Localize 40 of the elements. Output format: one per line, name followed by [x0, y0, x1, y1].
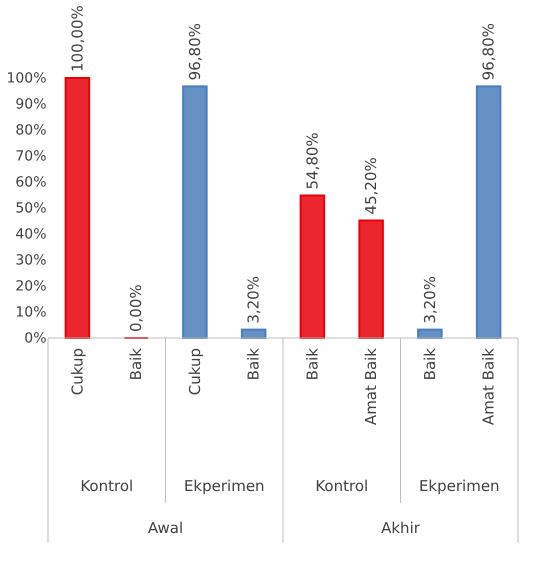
- y-tick-label: 10%: [15, 304, 46, 320]
- x-tick-label: Baik: [127, 348, 146, 380]
- y-tick-label: 0%: [24, 330, 46, 346]
- bar: [182, 85, 208, 339]
- bar: [358, 219, 384, 339]
- data-label: 100,00%: [68, 5, 86, 72]
- bar: [417, 328, 443, 339]
- data-label: 45,20%: [362, 157, 380, 214]
- text: Akhir: [381, 519, 421, 537]
- x-tick-label: Cukup: [68, 348, 86, 396]
- y-tick-label: 70%: [15, 148, 46, 164]
- data-label: 54,80%: [303, 132, 322, 190]
- y-tick-label: 80%: [15, 122, 46, 138]
- y-tick-label: 30%: [15, 252, 46, 268]
- y-tick-label: 50%: [15, 200, 46, 216]
- text: Ekperimen: [418, 477, 500, 495]
- data-label: 3,20%: [420, 276, 439, 324]
- bar: [64, 77, 90, 339]
- bar: [476, 85, 502, 339]
- x-tick-label: Baik: [244, 348, 263, 380]
- x-tick-label: Amat Baik: [362, 348, 380, 426]
- x-tick-label: Baik: [420, 348, 439, 380]
- x-tick-label: Cukup: [186, 348, 204, 396]
- x-tick-label: Baik: [303, 348, 322, 380]
- y-tick-label: 100%: [6, 70, 46, 86]
- text: Ekperimen: [184, 477, 265, 495]
- y-tick-label: 40%: [15, 226, 46, 242]
- y-tick-label: 60%: [15, 174, 46, 190]
- data-label: 96,80%: [480, 23, 498, 80]
- text: Kontrol: [80, 477, 134, 495]
- y-tick-label: 90%: [15, 96, 46, 112]
- data-label: 3,20%: [244, 276, 263, 324]
- text: Awal: [148, 519, 184, 537]
- data-label: 0,00%: [127, 284, 146, 332]
- text: Kontrol: [315, 477, 368, 495]
- bar: [240, 328, 266, 339]
- y-tick-label: 20%: [15, 278, 46, 294]
- data-label: 96,80%: [186, 23, 204, 80]
- bar: [300, 194, 326, 339]
- x-tick-label: Amat Baik: [480, 348, 498, 426]
